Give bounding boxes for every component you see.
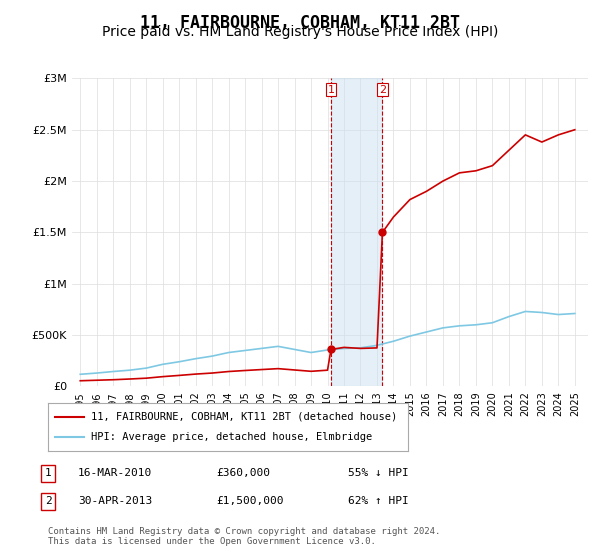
- Text: 62% ↑ HPI: 62% ↑ HPI: [348, 496, 409, 506]
- Text: £1,500,000: £1,500,000: [216, 496, 284, 506]
- Text: £360,000: £360,000: [216, 468, 270, 478]
- Text: 1: 1: [328, 85, 334, 95]
- Bar: [331, 78, 382, 386]
- Text: 11, FAIRBOURNE, COBHAM, KT11 2BT (detached house): 11, FAIRBOURNE, COBHAM, KT11 2BT (detach…: [91, 412, 397, 422]
- Text: Contains HM Land Registry data © Crown copyright and database right 2024.
This d: Contains HM Land Registry data © Crown c…: [48, 526, 440, 546]
- Text: 30-APR-2013: 30-APR-2013: [78, 496, 152, 506]
- Text: Price paid vs. HM Land Registry's House Price Index (HPI): Price paid vs. HM Land Registry's House …: [102, 25, 498, 39]
- Text: 2: 2: [44, 496, 52, 506]
- Text: 55% ↓ HPI: 55% ↓ HPI: [348, 468, 409, 478]
- Text: 1: 1: [44, 468, 52, 478]
- Text: 11, FAIRBOURNE, COBHAM, KT11 2BT: 11, FAIRBOURNE, COBHAM, KT11 2BT: [140, 14, 460, 32]
- Text: 2: 2: [379, 85, 386, 95]
- Text: HPI: Average price, detached house, Elmbridge: HPI: Average price, detached house, Elmb…: [91, 432, 373, 442]
- Text: 16-MAR-2010: 16-MAR-2010: [78, 468, 152, 478]
